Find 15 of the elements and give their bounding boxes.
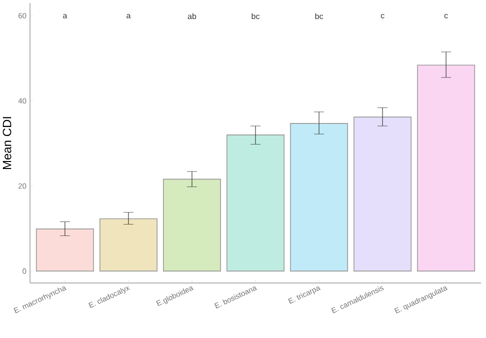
bar (226, 134, 284, 272)
annotation: bc (252, 13, 260, 20)
bar (354, 116, 412, 272)
bar (99, 218, 158, 272)
annotation: bc (315, 13, 324, 20)
bar (417, 64, 476, 272)
annotation: ab (188, 13, 196, 20)
bar (290, 123, 348, 272)
annotation: a (126, 14, 131, 18)
annotation: a (63, 14, 68, 18)
annotation: c (380, 14, 384, 18)
annotation: c (444, 14, 448, 18)
y-axis-title: Mean CDI (2, 117, 12, 170)
bar (36, 228, 94, 272)
bar (163, 178, 221, 272)
